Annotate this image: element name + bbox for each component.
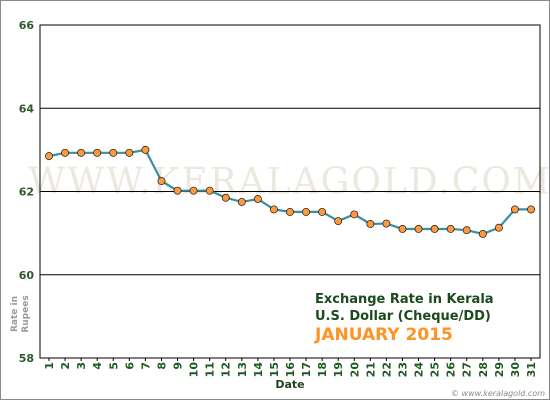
data-point bbox=[366, 220, 375, 228]
credit-text: © www.keralagold.com bbox=[451, 389, 545, 398]
x-tick-label: 22 bbox=[380, 362, 393, 377]
data-point bbox=[77, 148, 86, 157]
x-tick-label: 21 bbox=[364, 362, 377, 377]
x-tick-label: 5 bbox=[107, 362, 120, 370]
x-tick-label: 12 bbox=[220, 362, 233, 377]
data-point bbox=[430, 225, 439, 233]
x-tick-label: 8 bbox=[155, 362, 168, 370]
x-tick-label: 27 bbox=[461, 362, 474, 377]
y-tick-label: 64 bbox=[19, 102, 35, 115]
x-tick-label: 10 bbox=[188, 362, 201, 378]
data-point bbox=[269, 205, 278, 214]
annotation-month: JANUARY 2015 bbox=[314, 325, 453, 345]
watermark: WWW.KERALAGOLD.COM bbox=[28, 162, 550, 203]
data-point bbox=[61, 148, 70, 157]
data-point bbox=[382, 219, 391, 228]
x-tick-label: 23 bbox=[396, 362, 409, 377]
data-point bbox=[478, 230, 487, 238]
data-point bbox=[45, 152, 53, 161]
x-tick-label: 24 bbox=[413, 362, 426, 378]
data-point bbox=[462, 226, 471, 235]
x-tick-label: 14 bbox=[252, 362, 265, 378]
y-axis-label: Rate inRupees bbox=[10, 295, 31, 332]
x-tick-label: 26 bbox=[445, 362, 458, 378]
data-point bbox=[141, 145, 150, 154]
x-tick-label: 20 bbox=[348, 362, 361, 378]
x-tick-label: 2 bbox=[59, 362, 72, 370]
x-tick-label: 18 bbox=[316, 362, 329, 377]
data-point bbox=[398, 225, 407, 233]
data-point bbox=[494, 223, 503, 232]
y-tick-label: 66 bbox=[19, 19, 35, 32]
x-tick-label: 1 bbox=[43, 362, 56, 370]
data-point bbox=[286, 207, 294, 216]
data-point bbox=[221, 193, 230, 202]
data-point bbox=[350, 210, 359, 219]
x-tick-label: 4 bbox=[91, 362, 104, 370]
x-tick-label: 15 bbox=[268, 362, 281, 377]
data-point bbox=[527, 205, 535, 214]
x-tick-label: 28 bbox=[477, 362, 490, 377]
data-point bbox=[109, 148, 118, 157]
data-point bbox=[93, 148, 102, 157]
data-point bbox=[205, 186, 214, 195]
x-tick-label: 3 bbox=[75, 362, 88, 370]
x-tick-label: 29 bbox=[493, 362, 506, 377]
x-axis-label: Date bbox=[275, 378, 304, 391]
data-point bbox=[173, 186, 182, 195]
x-tick-label: 9 bbox=[172, 362, 185, 370]
data-point bbox=[125, 148, 134, 157]
data-point bbox=[446, 225, 455, 233]
data-point bbox=[334, 217, 343, 226]
x-tick-label: 11 bbox=[204, 362, 217, 377]
x-tick-label: 13 bbox=[236, 362, 249, 377]
annotation-title: Exchange Rate in Kerala bbox=[315, 292, 494, 307]
y-tick-label: 62 bbox=[19, 186, 34, 199]
x-tick-label: 31 bbox=[525, 362, 538, 377]
data-point bbox=[414, 225, 423, 233]
x-tick-label: 17 bbox=[300, 362, 313, 377]
data-point bbox=[302, 207, 311, 216]
data-point bbox=[189, 186, 198, 195]
x-tick-label: 25 bbox=[429, 362, 442, 377]
x-tick-label: 30 bbox=[509, 362, 522, 378]
annotation-subtitle: U.S. Dollar (Cheque/DD) bbox=[315, 309, 491, 324]
y-tick-label: 58 bbox=[19, 352, 34, 365]
y-tick-label: 60 bbox=[19, 269, 35, 282]
data-point bbox=[510, 205, 519, 214]
data-point bbox=[157, 177, 166, 186]
data-point bbox=[237, 197, 246, 206]
data-point bbox=[253, 195, 262, 203]
x-tick-label: 16 bbox=[284, 362, 297, 378]
x-tick-label: 19 bbox=[332, 362, 345, 377]
x-tick-label: 6 bbox=[123, 362, 136, 370]
data-point bbox=[318, 207, 327, 216]
x-tick-label: 7 bbox=[139, 362, 152, 370]
